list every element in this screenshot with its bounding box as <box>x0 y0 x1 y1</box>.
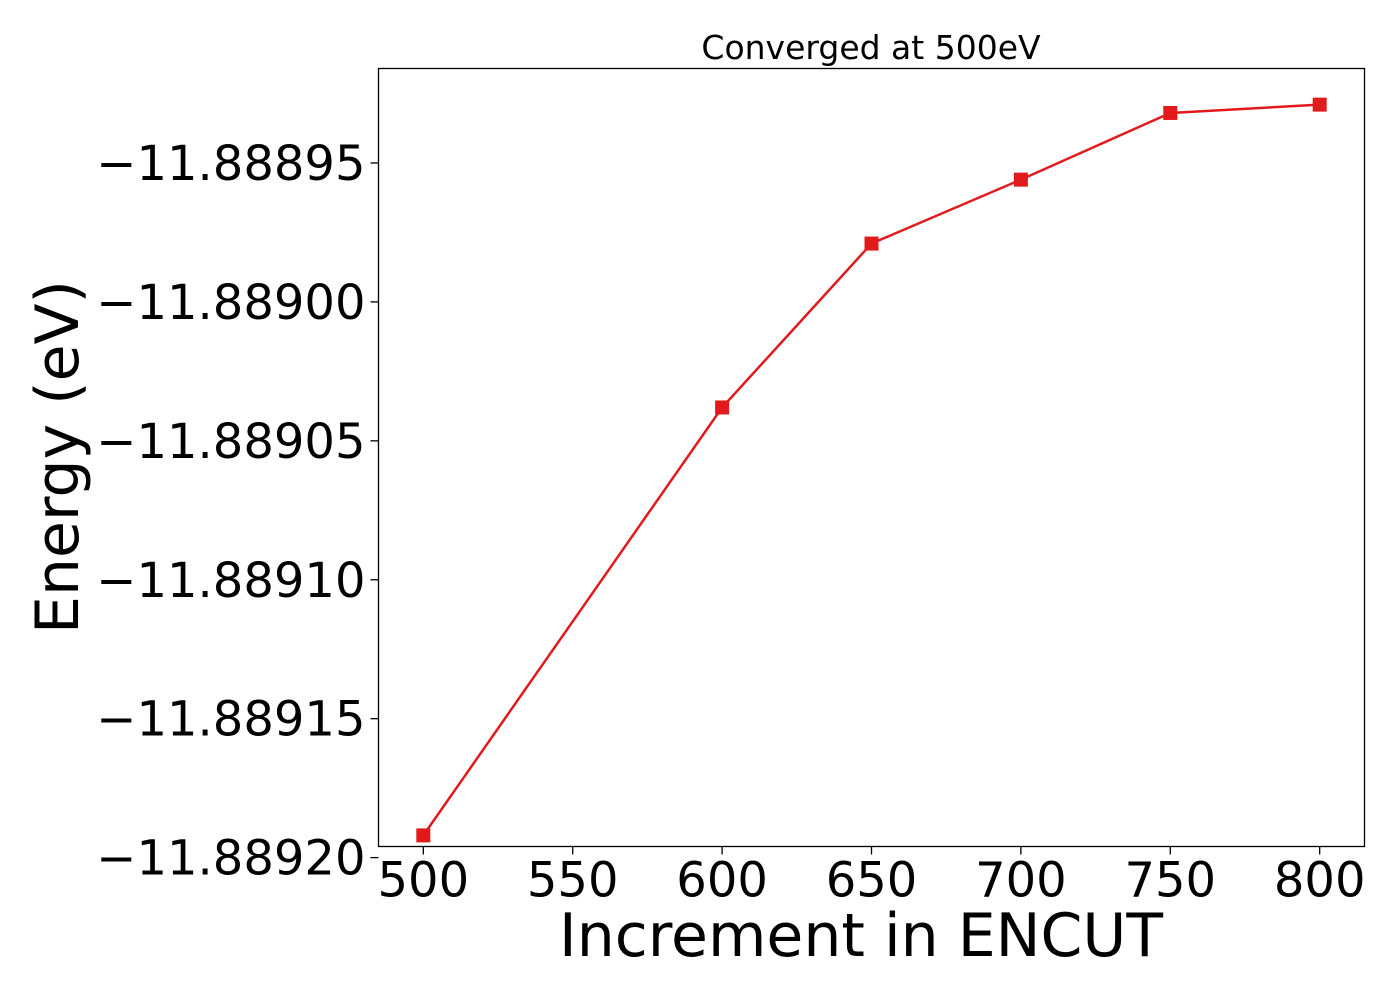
y-tick-label: −11.88900 <box>96 275 365 331</box>
chart-title: Converged at 500eV <box>701 28 1041 67</box>
y-tick-label: −11.88920 <box>96 831 365 887</box>
series-line <box>422 103 1320 837</box>
x-tick-label: 650 <box>826 853 918 909</box>
x-tick-label: 550 <box>527 853 619 909</box>
x-tick-label: 800 <box>1274 853 1366 909</box>
y-tick-label: −11.88915 <box>96 692 365 748</box>
x-axis-label: Increment in ENCUT <box>559 901 1163 971</box>
data-point-marker <box>715 400 730 415</box>
data-point-marker <box>1312 97 1327 112</box>
y-tick-label: −11.88905 <box>96 414 365 470</box>
x-tick-label: 500 <box>378 853 470 909</box>
x-tick-label: 700 <box>975 853 1067 909</box>
y-tick-label: −11.88910 <box>96 553 365 609</box>
data-point-marker <box>416 828 431 843</box>
plot-frame <box>377 67 1366 848</box>
plot-area: 500 550 600 650 700 750 800 −11.88920 −11.88915 −… <box>96 97 1366 909</box>
data-point-marker <box>1163 105 1178 120</box>
data-point-marker <box>1013 172 1028 187</box>
y-axis-label: Energy (eV) <box>23 280 93 634</box>
x-tick-label: 600 <box>676 853 768 909</box>
y-tick-label: −11.88895 <box>96 136 365 192</box>
x-tick-label: 750 <box>1124 853 1216 909</box>
data-point-marker <box>864 236 879 251</box>
